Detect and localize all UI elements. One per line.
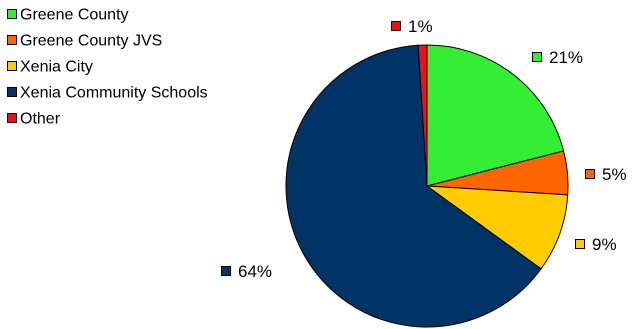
pie-slice-xenia-city — [425, 185, 569, 270]
legend-swatch-xenia-community-schools — [7, 87, 17, 97]
legend-label-xenia-community-schools: Xenia Community Schools — [20, 85, 208, 102]
legend-swatch-greene-county — [7, 9, 17, 19]
legend-swatch-xenia-city — [7, 61, 17, 71]
data-label-swatch-greene-county — [532, 52, 542, 62]
data-label-xenia-community-schools: 64% — [238, 262, 272, 281]
pie-slice-greene-county — [426, 44, 565, 187]
data-label-other: 1% — [408, 17, 433, 36]
legend-label-greene-county: Greene County — [20, 7, 129, 24]
data-label-greene-county: 21% — [549, 48, 583, 67]
legend: Greene County Greene County JVS Xenia City… — [7, 7, 208, 128]
pie-slice-xenia-community-schools — [285, 44, 542, 328]
data-label-swatch-greene-county-jvs — [585, 169, 595, 179]
legend-swatch-other — [7, 113, 17, 123]
data-label-swatch-other — [391, 21, 401, 31]
legend-label-other: Other — [20, 111, 61, 128]
data-label-swatch-xenia-city — [575, 239, 585, 249]
pie-slice-other — [417, 44, 428, 187]
data-label-xenia-city: 9% — [592, 235, 617, 254]
legend-swatch-greene-county-jvs — [7, 35, 17, 45]
legend-label-xenia-city: Xenia City — [20, 59, 93, 76]
data-label-swatch-xenia-community-schools — [221, 266, 231, 276]
data-label-greene-county-jvs: 5% — [602, 165, 627, 184]
pie-slices — [285, 44, 569, 328]
legend-label-greene-county-jvs: Greene County JVS — [20, 33, 162, 50]
data-labels: 21% 5% 9% 64% 1% — [221, 17, 627, 281]
